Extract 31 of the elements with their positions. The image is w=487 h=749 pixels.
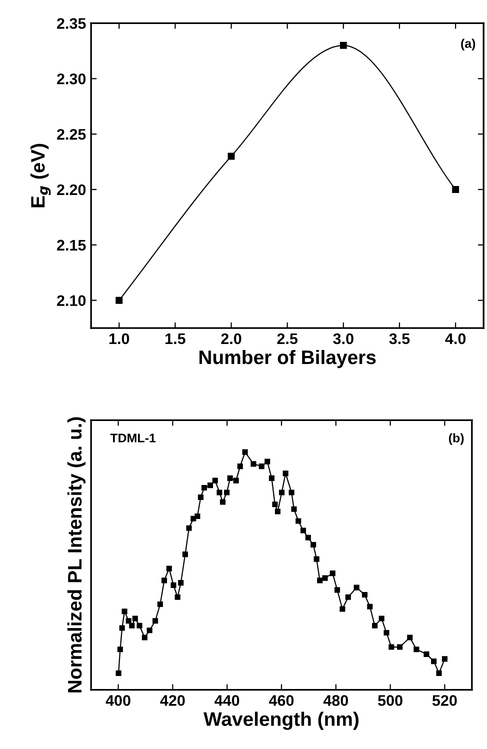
x-tick-label: 400 [106, 695, 130, 706]
y-axis-title: Normalized PL Intensity (a. u.) [67, 417, 86, 692]
x-tick-label: 420 [160, 695, 185, 706]
x-tick-label: 4.0 [445, 333, 466, 344]
x-tick-label: 1.0 [109, 333, 130, 344]
x-tick-label: 520 [432, 695, 457, 706]
x-axis-title: Number of Bilayers [199, 350, 376, 368]
point [340, 42, 347, 49]
x-tick-label: 1.5 [166, 333, 186, 344]
y-tick-label: 2.10 [57, 295, 86, 306]
x-tick-label: 3.5 [389, 333, 410, 344]
x-tick-label: 2.5 [277, 333, 298, 344]
y-tick-label: 2.20 [57, 184, 86, 196]
x-tick-label: 500 [378, 695, 402, 706]
annotation: (a) [461, 38, 476, 50]
y-tick-label: 2.30 [57, 74, 86, 84]
x-axis-title: Wavelength (nm) [204, 712, 358, 730]
x-tick-label: 2.0 [221, 333, 242, 344]
y-tick-label: 2.35 [57, 18, 86, 29]
y-tick-label: 2.25 [57, 128, 86, 140]
y-tick-label: 2.15 [57, 240, 86, 251]
x-tick-label: 480 [323, 695, 348, 706]
y-axis-title: E$_{g}$ (eV) [30, 144, 51, 208]
x-tick-label: 460 [268, 695, 294, 706]
point [228, 152, 235, 160]
text: (b) [448, 433, 464, 445]
x-tick-label: 440 [214, 695, 240, 706]
x-tick-label: 3.0 [333, 333, 354, 344]
point [116, 296, 123, 304]
point [452, 186, 460, 193]
text: TDML-1 [110, 434, 156, 442]
